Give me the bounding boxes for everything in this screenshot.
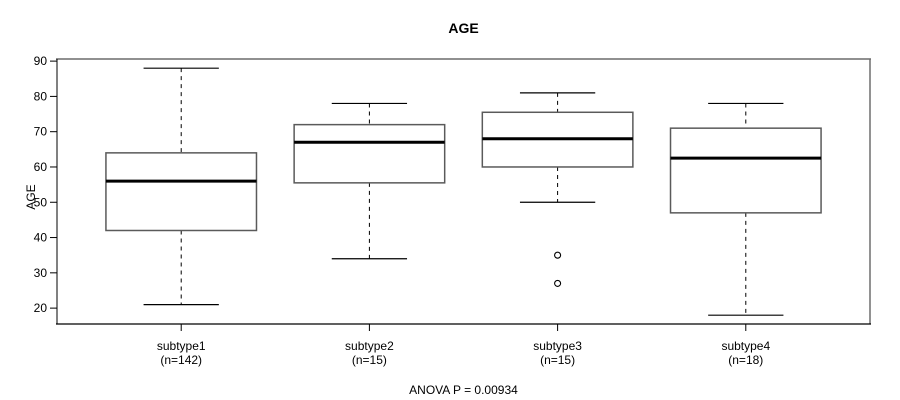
iqr-box	[105, 152, 258, 232]
outlier-point	[554, 279, 562, 287]
boxplot-subtype2	[293, 102, 446, 260]
y-tick-label: 20	[34, 301, 48, 315]
y-tick-label: 70	[34, 125, 48, 139]
x-count-label: (n=18)	[728, 353, 763, 367]
y-tick-label: 80	[34, 89, 48, 103]
boxplot-subtype3	[481, 92, 634, 287]
x-category-label: subtype4	[721, 339, 770, 353]
boxplot-subtype1	[105, 67, 258, 306]
iqr-box	[293, 123, 446, 184]
x-count-label: (n=15)	[540, 353, 575, 367]
y-tick-label: 30	[34, 266, 48, 280]
boxplot-subtype4	[669, 102, 822, 316]
x-category-label: subtype1	[157, 339, 206, 353]
iqr-box	[669, 127, 822, 214]
x-count-label: (n=142)	[160, 353, 202, 367]
x-category-label: subtype2	[345, 339, 394, 353]
x-category-label: subtype3	[533, 339, 582, 353]
y-tick-label: 60	[34, 160, 48, 174]
chart-title: AGE	[448, 20, 479, 36]
x-count-label: (n=15)	[352, 353, 387, 367]
outlier-point	[554, 251, 562, 259]
y-tick-label: 50	[34, 195, 48, 209]
y-tick-label: 40	[34, 231, 48, 245]
y-tick-label: 90	[34, 54, 48, 68]
anova-annotation: ANOVA P = 0.00934	[409, 383, 518, 397]
